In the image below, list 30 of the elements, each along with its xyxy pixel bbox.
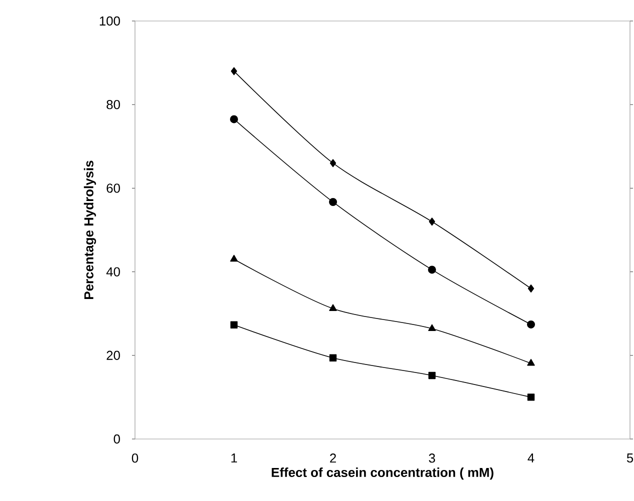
- x-tick-label: 2: [330, 454, 336, 463]
- point: [527, 320, 535, 328]
- y-tick-label: 0: [114, 434, 120, 444]
- point: [230, 321, 238, 328]
- x-tick-label: 4: [528, 454, 534, 462]
- x-axis-title: Effect of casein concentration ( mM): [272, 468, 494, 480]
- y-tick-label: 60: [106, 184, 120, 193]
- point: [329, 354, 337, 362]
- point: [428, 218, 436, 226]
- point: [527, 394, 535, 401]
- x-tick-label: 5: [626, 454, 634, 463]
- point: [528, 284, 534, 293]
- y-tick-label: 100: [100, 16, 120, 26]
- y-tick-label: 40: [106, 267, 120, 276]
- y-axis-title: Percentage Hydrolysis: [84, 160, 96, 299]
- x-tick-label: 0: [132, 454, 138, 463]
- point: [230, 115, 238, 124]
- y-tick-label: 20: [106, 350, 120, 360]
- point: [329, 198, 337, 206]
- point: [329, 304, 337, 311]
- point: [230, 254, 238, 262]
- point: [428, 266, 436, 274]
- y-tick-label: 80: [106, 100, 120, 110]
- point: [428, 324, 436, 332]
- x-tick-label: 1: [231, 454, 237, 462]
- point: [330, 159, 336, 168]
- point: [230, 67, 238, 76]
- point: [428, 372, 436, 380]
- point: [527, 358, 535, 366]
- x-tick-label: 3: [428, 454, 436, 463]
